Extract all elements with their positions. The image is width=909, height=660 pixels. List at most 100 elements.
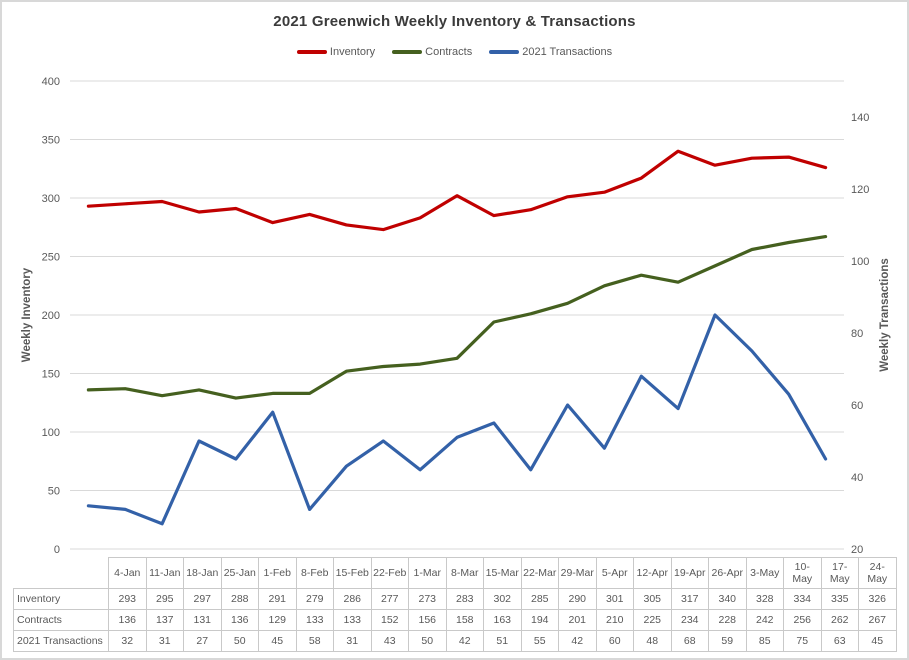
table-value-cell: 194	[520, 609, 559, 631]
legend-label-inventory: Inventory	[329, 46, 376, 58]
left-axis-tick-label: 200	[42, 310, 60, 322]
right-axis-tick-label: 40	[851, 472, 863, 484]
table-column-header: 17-May	[820, 557, 859, 589]
table-value-cell: 228	[708, 609, 747, 631]
left-axis-tick-label: 350	[42, 135, 60, 147]
left-axis-tick-label: 50	[48, 486, 60, 498]
table-value-cell: 201	[558, 609, 597, 631]
table-value-cell: 31	[333, 630, 372, 652]
table-column-header: 11-Jan	[145, 557, 184, 589]
table-value-cell: 301	[595, 588, 634, 610]
right-axis-tick-label: 20	[851, 544, 863, 556]
table-row-inventory: Inventory 293 295 297 288 291 279 286 277 273 283 3…	[13, 588, 897, 610]
series-line-contracts[interactable]	[86, 235, 828, 400]
table-value-cell: 288	[220, 588, 259, 610]
series-line-inventory[interactable]	[86, 149, 828, 232]
table-value-cell: 133	[333, 609, 372, 631]
table-value-cell: 75	[783, 630, 822, 652]
table-value-cell: 63	[820, 630, 859, 652]
table-column-header: 25-Jan	[220, 557, 259, 589]
table-value-cell: 317	[670, 588, 709, 610]
data-table: 4-Jan 11-Jan 18-Jan 25-Jan 1-Feb 8-Feb 15-Feb 2…	[13, 557, 897, 652]
right-axis-tick-label: 120	[851, 184, 869, 196]
left-axis-tick-label: 0	[54, 544, 60, 556]
table-value-cell: 152	[370, 609, 409, 631]
table-value-cell: 334	[783, 588, 822, 610]
table-value-cell: 131	[183, 609, 222, 631]
table-value-cell: 273	[408, 588, 447, 610]
table-value-cell: 328	[745, 588, 784, 610]
table-value-cell: 267	[858, 609, 897, 631]
table-column-header: 15-Mar	[483, 557, 522, 589]
table-column-header: 18-Jan	[183, 557, 222, 589]
table-value-cell: 279	[295, 588, 334, 610]
chart-title: 2021 Greenwich Weekly Inventory & Transa…	[273, 13, 636, 30]
table-value-cell: 59	[708, 630, 747, 652]
legend-label-contracts: Contracts	[425, 46, 473, 58]
table-column-header: 29-Mar	[558, 557, 597, 589]
right-axis-tick-label: 80	[851, 328, 863, 340]
left-axis-tick-label: 300	[42, 193, 60, 205]
table-value-cell: 60	[595, 630, 634, 652]
table-value-cell: 42	[558, 630, 597, 652]
right-axis-tick-label: 60	[851, 400, 863, 412]
table-value-cell: 129	[258, 609, 297, 631]
legend-item-inventory[interactable]: Inventory	[296, 46, 376, 58]
table-value-cell: 50	[220, 630, 259, 652]
table-column-header: 10-May	[783, 557, 822, 589]
table-column-header: 3-May	[745, 557, 784, 589]
table-value-cell: 256	[783, 609, 822, 631]
inventory-line-swatch	[296, 50, 327, 54]
table-row-label: 2021 Transactions	[13, 630, 109, 652]
table-header: 4-Jan 11-Jan 18-Jan 25-Jan 1-Feb 8-Feb 15-Feb 2…	[14, 557, 897, 589]
table-value-cell: 136	[220, 609, 259, 631]
contracts-line-swatch	[392, 50, 423, 54]
table-value-cell: 286	[333, 588, 372, 610]
table-column-header: 8-Feb	[295, 557, 334, 589]
table-value-cell: 85	[745, 630, 784, 652]
table-value-cell: 295	[145, 588, 184, 610]
table-value-cell: 45	[858, 630, 897, 652]
table-column-header: 19-Apr	[670, 557, 709, 589]
table-value-cell: 48	[633, 630, 672, 652]
table-row-transactions: 2021 Transactions 32 31 27 50 45 58 31 43 50 42 51 5…	[13, 630, 897, 652]
table-value-cell: 305	[633, 588, 672, 610]
table-value-cell: 50	[408, 630, 447, 652]
line-chart-plot: 400 350 300 250 200 150 100 50 0 140 120 100 80 60 40 2…	[21, 76, 891, 556]
table-value-cell: 55	[520, 630, 559, 652]
table-row-contracts: Contracts 136 137 131 136 129 133 133 152 156 158 1…	[13, 609, 897, 631]
table-value-cell: 156	[408, 609, 447, 631]
left-axis-tick-label: 400	[42, 76, 60, 88]
table-value-cell: 291	[258, 588, 297, 610]
table-value-cell: 68	[670, 630, 709, 652]
table-value-cell: 27	[183, 630, 222, 652]
table-column-header: 26-Apr	[708, 557, 747, 589]
table-value-cell: 158	[445, 609, 484, 631]
table-column-header: 15-Feb	[333, 557, 372, 589]
table-value-cell: 283	[445, 588, 484, 610]
right-axis-tick-label: 100	[851, 256, 869, 268]
table-column-header: 5-Apr	[595, 557, 634, 589]
table-column-header: 1-Mar	[408, 557, 447, 589]
table-value-cell: 242	[745, 609, 784, 631]
table-value-cell: 133	[295, 609, 334, 631]
table-value-cell: 293	[108, 588, 147, 610]
table-header-row: 4-Jan 11-Jan 18-Jan 25-Jan 1-Feb 8-Feb 15-Feb 2…	[14, 557, 897, 589]
table-value-cell: 234	[670, 609, 709, 631]
series-line-transactions[interactable]	[86, 313, 828, 526]
left-axis-tick-label: 250	[42, 252, 60, 264]
transactions-line-swatch	[489, 50, 520, 54]
table-value-cell: 136	[108, 609, 147, 631]
legend: Inventory Contracts 2021 Transactions	[2, 46, 907, 58]
legend-item-transactions[interactable]: 2021 Transactions	[489, 46, 612, 58]
right-axis-tick-label: 140	[851, 112, 869, 124]
table-value-cell: 277	[370, 588, 409, 610]
table-column-header: 4-Jan	[108, 557, 147, 589]
table-value-cell: 340	[708, 588, 747, 610]
legend-label-transactions: 2021 Transactions	[522, 46, 613, 58]
legend-item-contracts[interactable]: Contracts	[392, 46, 472, 58]
table-value-cell: 32	[108, 630, 147, 652]
table-value-cell: 42	[445, 630, 484, 652]
left-axis-tick-label: 150	[42, 369, 60, 381]
